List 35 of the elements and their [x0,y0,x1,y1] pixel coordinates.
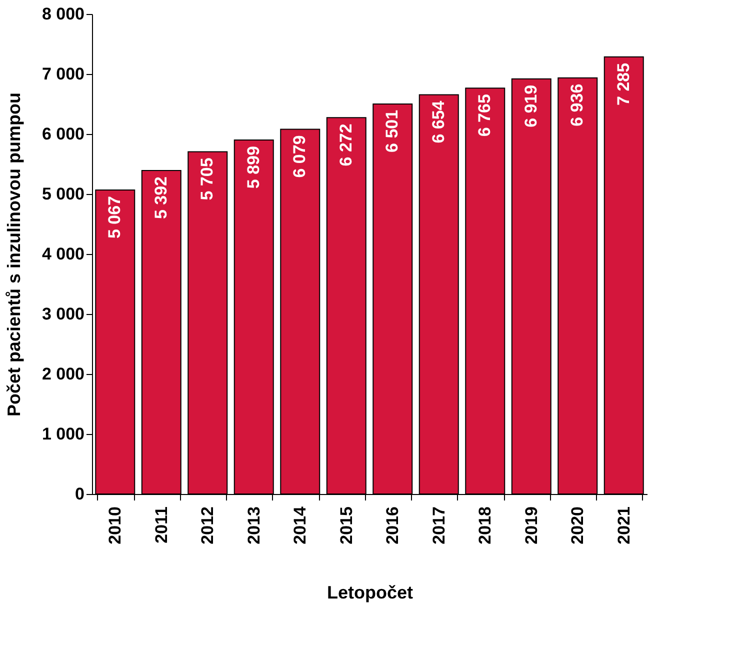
data-label: 6 919 [521,84,540,128]
x-tick-label: 2011 [152,506,171,544]
x-tick-label: 2018 [476,506,495,544]
data-label: 6 936 [568,84,587,126]
data-label: 5 392 [151,176,170,220]
x-tick-label: 2015 [336,506,356,544]
data-label: 6 654 [428,100,448,144]
x-tick-label: 2019 [522,506,541,544]
x-tick-label: 2013 [244,506,264,544]
y-tick-label: 7 000 [42,64,84,84]
data-label: 7 285 [614,62,633,106]
x-tick-label: 2010 [106,506,125,544]
data-label: 6 765 [475,94,494,137]
x-tick-label: 2020 [568,506,588,544]
y-tick-label: 5 000 [42,184,84,204]
data-label: 6 501 [382,110,402,152]
data-label: 6 272 [336,124,356,166]
x-tick-label: 2014 [290,506,310,544]
x-tick-label: 2016 [383,506,402,544]
x-axis-title: Letopočet [326,582,414,602]
x-tick-label: 2012 [198,506,218,544]
data-label: 5 067 [105,196,124,239]
x-tick-label: 2017 [429,506,448,544]
data-label: 5 705 [198,158,217,200]
x-tick-label: 2021 [614,506,634,544]
y-tick-label: 1 000 [42,424,84,444]
y-tick-label: 4 000 [42,244,84,264]
y-tick-label: 2 000 [42,364,84,384]
data-label: 6 079 [290,135,310,178]
y-tick-label: 6 000 [42,124,84,144]
y-tick-label: 0 [75,484,84,504]
y-tick-label: 3 000 [42,304,84,324]
data-label: 5 899 [244,146,263,189]
y-axis-title: Počet pacientů s inzulinovou pumpou [4,92,24,417]
y-tick-label: 8 000 [42,4,84,24]
